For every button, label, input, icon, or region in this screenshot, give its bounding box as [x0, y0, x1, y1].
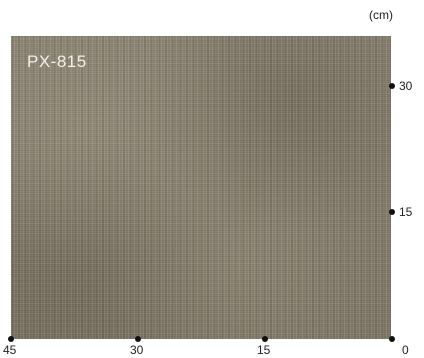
- scale-marker-h-30: [135, 336, 141, 342]
- scale-label-h-15: 15: [257, 343, 271, 357]
- fabric-swatch: PX-815: [11, 36, 391, 339]
- scale-label-v-30: 30: [399, 79, 413, 93]
- scale-label-h-45: 45: [3, 343, 17, 357]
- scale-marker-v-15: [389, 209, 395, 215]
- product-code: PX-815: [27, 52, 87, 71]
- scale-marker-v-30: [389, 83, 395, 89]
- scale-marker-h-15: [262, 336, 268, 342]
- scale-label-v-15: 15: [399, 205, 413, 219]
- unit-label: (cm): [369, 8, 393, 22]
- scale-marker-h-0: [389, 336, 395, 342]
- scale-label-h-0: 0: [402, 343, 409, 357]
- scale-label-h-30: 30: [130, 343, 144, 357]
- scale-marker-h-45: [8, 336, 14, 342]
